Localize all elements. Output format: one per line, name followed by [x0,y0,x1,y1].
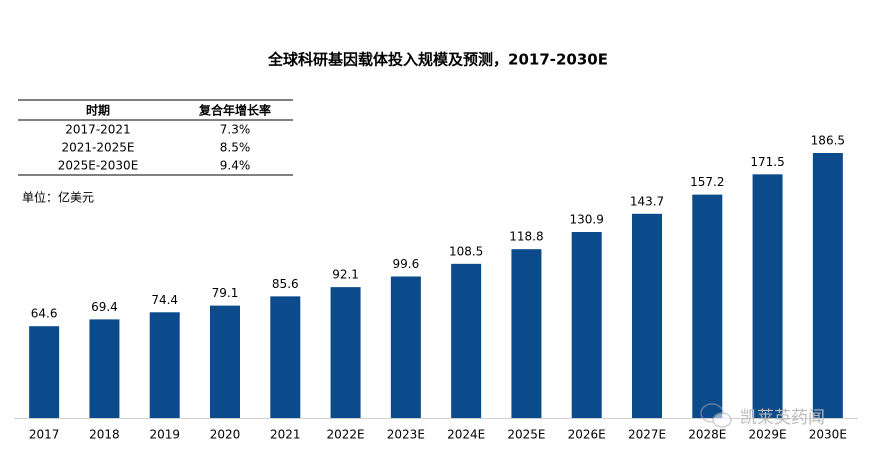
table-cell: 2021-2025E [62,141,135,155]
data-label: 130.9 [570,213,604,227]
data-label: 143.7 [630,194,664,208]
data-label: 171.5 [750,155,784,169]
x-tick-label: 2030E [809,428,847,442]
x-tick-label: 2025E [507,428,545,442]
x-tick-label: 2027E [628,428,666,442]
table-cell: 2017-2021 [65,123,130,137]
bar [812,153,843,418]
data-label: 85.6 [272,277,299,291]
x-tick-label: 2024E [447,428,485,442]
x-tick-label: 2017 [29,428,60,442]
bar [571,232,602,418]
table-cell: 7.3% [220,123,251,137]
data-label: 92.1 [332,268,359,282]
bar [752,174,783,418]
watermark: 凯莱英药闻 [740,408,825,428]
data-label: 99.6 [392,257,419,271]
bar [511,249,542,418]
data-label: 79.1 [212,286,239,300]
x-tick-label: 2018 [89,428,120,442]
x-tick-label: 2022E [327,428,365,442]
bar [692,194,723,418]
bar [632,213,662,418]
table-cell: 9.4% [220,159,251,173]
bar [210,305,240,418]
unit-label: 单位：亿美元 [22,190,94,205]
x-tick-label: 2019 [149,428,180,442]
data-label: 64.6 [31,307,58,321]
table-cell: 2025E-2030E [58,159,139,173]
bar [390,276,421,418]
x-tick-label: 2028E [688,428,726,442]
x-tick-label: 2029E [749,428,787,442]
bar [149,312,180,418]
x-tick-label: 2023E [387,428,425,442]
data-label: 74.4 [151,293,178,307]
bar [451,263,482,418]
data-label: 118.8 [509,230,543,244]
data-label: 157.2 [690,175,724,189]
data-label: 108.5 [449,244,483,258]
chart-title: 全球科研基因载体投入规模及预测，2017-2030E [267,51,608,69]
x-tick-label: 2020 [210,428,241,442]
bar [270,296,301,418]
bar [330,287,361,418]
data-label: 186.5 [811,134,845,148]
x-tick-label: 2021 [270,428,301,442]
x-tick-label: 2026E [568,428,606,442]
table-header: 复合年增长率 [198,103,271,118]
data-label: 69.4 [91,300,118,314]
watermark-icon [700,403,732,428]
table-header: 时期 [86,103,110,118]
bar [89,319,120,418]
table-cell: 8.5% [220,141,251,155]
bar [29,326,60,418]
